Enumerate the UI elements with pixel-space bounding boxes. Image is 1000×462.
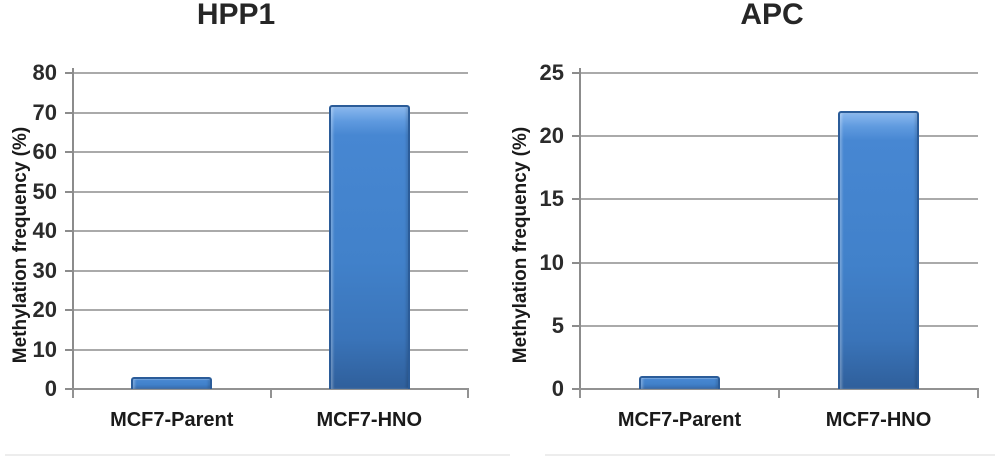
y-axis-line (579, 68, 581, 389)
y-tick-label-25: 25 (539, 60, 564, 85)
y-tick-label-20: 20 (32, 297, 57, 322)
y-tick-5 (572, 324, 580, 327)
y-tick-50 (65, 190, 73, 193)
y-tick-40 (65, 230, 73, 232)
x-axis-label-mcf7-parent: MCF7-Parent (617, 409, 742, 431)
x-boundary-tick-0 (579, 390, 581, 398)
bar-mcf7-hno (838, 110, 919, 389)
y-tick-25 (572, 72, 580, 74)
bar-mcf7-hno (328, 104, 410, 389)
y-tick-label-20: 20 (539, 123, 564, 149)
gridline-40 (73, 230, 468, 232)
x-boundary-tick-0 (72, 390, 74, 398)
y-tick-label-10: 10 (539, 249, 564, 275)
x-axis-label-mcf7-hno: MCF7-HNO (316, 409, 423, 431)
y-tick-80 (65, 72, 73, 74)
y-tick-label-70: 70 (32, 99, 57, 125)
chart-title-hpp1: HPP1 (196, 0, 276, 31)
x-axis-label-mcf7-parent: MCF7-Parent (110, 409, 234, 431)
gridline-10 (73, 348, 468, 351)
y-axis-title: Methylation frequency (%) (10, 126, 31, 364)
y-tick-label-40: 40 (32, 218, 57, 243)
gridline-60 (73, 151, 468, 153)
y-axis-title: Methylation frequency (%) (510, 126, 531, 364)
gridline-30 (73, 269, 468, 272)
x-axis-label-mcf7-hno: MCF7-HNO (825, 409, 932, 431)
gridline-20 (580, 135, 978, 138)
y-tick-20 (572, 135, 580, 138)
y-tick-30 (65, 269, 73, 272)
x-axis-line (72, 388, 469, 390)
gridline-20 (73, 309, 468, 311)
x-boundary-tick-1 (269, 390, 272, 398)
bar-mcf7-parent (639, 376, 720, 389)
gridline-80 (73, 72, 468, 74)
y-tick-label-50: 50 (32, 178, 57, 204)
chart-title-apc: APC (740, 0, 804, 31)
y-tick-0 (65, 388, 73, 390)
y-tick-label-60: 60 (32, 139, 57, 164)
bar-mcf7-parent (131, 377, 213, 389)
y-tick-70 (65, 111, 73, 114)
y-tick-label-30: 30 (32, 257, 57, 283)
y-tick-10 (65, 348, 73, 351)
gridline-25 (580, 72, 978, 74)
x-boundary-tick-2 (977, 390, 979, 398)
y-tick-10 (572, 261, 580, 264)
x-axis-line (579, 388, 979, 390)
y-tick-label-5: 5 (551, 312, 564, 338)
x-boundary-tick-1 (778, 390, 780, 398)
gridline-50 (73, 190, 468, 193)
y-tick-label-10: 10 (32, 336, 57, 362)
y-tick-0 (572, 388, 580, 390)
y-axis-line (72, 68, 74, 389)
panel-bottom-edge (545, 454, 995, 456)
gridline-15 (580, 198, 978, 201)
y-tick-20 (65, 309, 73, 311)
panel-bottom-edge (5, 454, 510, 456)
gridline-5 (580, 324, 978, 327)
x-boundary-tick-2 (467, 390, 469, 398)
y-tick-60 (65, 151, 73, 153)
y-tick-label-15: 15 (539, 186, 564, 212)
y-tick-label-0: 0 (44, 376, 57, 401)
y-tick-15 (572, 198, 580, 201)
gridline-10 (580, 261, 978, 264)
y-tick-label-80: 80 (32, 60, 57, 85)
gridline-70 (73, 111, 468, 114)
y-tick-label-0: 0 (551, 376, 564, 401)
